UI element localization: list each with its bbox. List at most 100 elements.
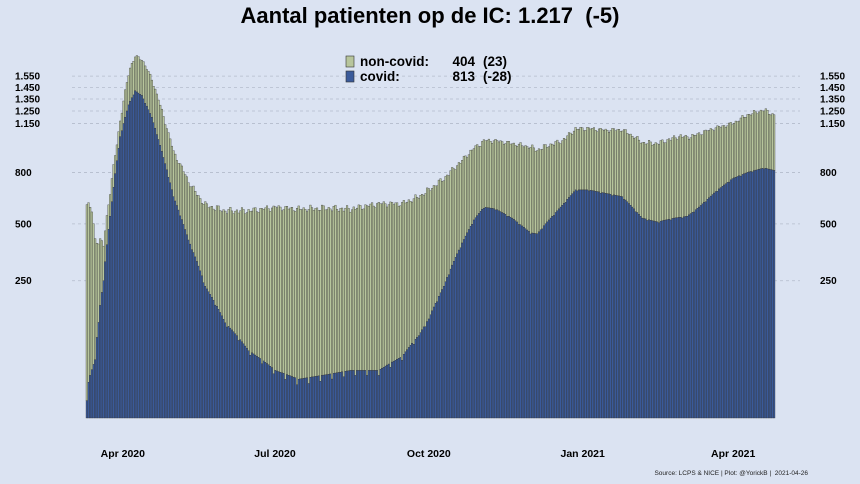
bar-covid bbox=[701, 203, 704, 419]
bar-covid bbox=[486, 207, 489, 419]
bar-non-covid bbox=[284, 206, 287, 380]
bar-covid bbox=[446, 277, 449, 419]
bar-non-covid bbox=[748, 114, 751, 173]
bar-non-covid bbox=[417, 198, 420, 336]
bar-covid bbox=[366, 375, 369, 419]
bar-covid bbox=[734, 177, 737, 419]
bar-covid bbox=[581, 189, 584, 419]
bar-covid bbox=[384, 365, 387, 419]
bar-covid bbox=[224, 322, 227, 419]
chart-title: Aantal patienten op de IC: 1.217 (-5) bbox=[240, 3, 620, 28]
bar-non-covid bbox=[371, 202, 374, 371]
bar-covid bbox=[175, 205, 178, 419]
bar-covid bbox=[529, 233, 532, 419]
bar-non-covid bbox=[366, 205, 369, 376]
bar-non-covid bbox=[432, 185, 435, 308]
bar-covid bbox=[271, 367, 274, 419]
bar-covid bbox=[557, 208, 560, 419]
bar-covid bbox=[259, 358, 262, 419]
bar-non-covid bbox=[759, 109, 762, 169]
bar-non-covid bbox=[721, 125, 724, 187]
bar-covid bbox=[728, 181, 731, 419]
bar-non-covid bbox=[537, 148, 540, 232]
bar-non-covid bbox=[309, 204, 312, 378]
bar-covid bbox=[242, 343, 245, 419]
bar-non-covid bbox=[267, 208, 270, 366]
bar-covid bbox=[127, 104, 130, 419]
bar-non-covid bbox=[204, 201, 207, 287]
bar-non-covid bbox=[165, 128, 168, 171]
bar-covid bbox=[217, 309, 220, 419]
bar-covid bbox=[386, 364, 389, 419]
bar-non-covid bbox=[646, 143, 649, 221]
bar-non-covid bbox=[316, 207, 319, 377]
bar-non-covid bbox=[743, 116, 746, 174]
bar-covid bbox=[372, 370, 375, 419]
bar-non-covid bbox=[215, 205, 218, 307]
bar-covid bbox=[249, 355, 252, 419]
bar-non-covid bbox=[671, 137, 674, 219]
bar-non-covid bbox=[656, 143, 659, 223]
bar-covid bbox=[531, 232, 534, 419]
bar-covid bbox=[85, 400, 88, 419]
bar-non-covid bbox=[129, 67, 132, 102]
bar-covid bbox=[506, 216, 509, 419]
bar-non-covid bbox=[618, 129, 621, 197]
bar-non-covid bbox=[521, 145, 524, 227]
bar-covid bbox=[544, 223, 547, 419]
bar-covid bbox=[354, 375, 357, 419]
bar-covid bbox=[714, 191, 717, 419]
bar-non-covid bbox=[189, 186, 192, 245]
bar-non-covid bbox=[336, 209, 339, 373]
bar-covid bbox=[239, 339, 242, 419]
bar-non-covid bbox=[237, 212, 240, 341]
bar-non-covid bbox=[481, 141, 484, 210]
bar-covid bbox=[282, 373, 285, 419]
bar-covid bbox=[112, 187, 115, 419]
bar-covid bbox=[763, 168, 766, 419]
bar-non-covid bbox=[768, 114, 771, 170]
bar-covid bbox=[741, 174, 744, 419]
bar-covid bbox=[334, 372, 337, 419]
bar-covid bbox=[107, 229, 110, 419]
bar-covid bbox=[674, 217, 677, 419]
bar-covid bbox=[140, 95, 143, 419]
bar-non-covid bbox=[135, 55, 138, 93]
bar-non-covid bbox=[235, 209, 238, 336]
bar-non-covid bbox=[714, 127, 717, 192]
bar-covid bbox=[658, 222, 661, 419]
bar-non-covid bbox=[449, 170, 452, 270]
bar-non-covid bbox=[372, 205, 375, 371]
bar-non-covid bbox=[232, 213, 235, 332]
y-tick-label-right: 500 bbox=[820, 219, 837, 230]
bar-non-covid bbox=[382, 201, 385, 368]
bar-non-covid bbox=[381, 203, 384, 369]
bar-non-covid bbox=[462, 155, 465, 240]
bar-covid bbox=[190, 249, 193, 419]
bar-covid bbox=[279, 371, 282, 419]
bar-non-covid bbox=[589, 128, 592, 191]
bar-non-covid bbox=[374, 207, 377, 371]
bar-covid bbox=[721, 186, 724, 419]
bar-non-covid bbox=[174, 153, 177, 202]
bar-covid bbox=[668, 219, 671, 419]
bar-covid bbox=[185, 234, 188, 419]
bar-non-covid bbox=[522, 146, 525, 228]
bar-covid bbox=[436, 301, 439, 419]
bar-non-covid bbox=[326, 209, 329, 375]
bar-non-covid bbox=[696, 133, 699, 209]
bar-covid bbox=[566, 199, 569, 419]
bar-non-covid bbox=[225, 213, 228, 328]
bar-non-covid bbox=[611, 128, 614, 196]
bar-covid bbox=[494, 209, 497, 419]
bar-covid bbox=[574, 189, 577, 419]
bar-covid bbox=[629, 205, 632, 419]
bar-non-covid bbox=[487, 138, 490, 209]
bar-covid bbox=[532, 233, 535, 419]
bar-non-covid bbox=[507, 141, 510, 217]
bar-non-covid bbox=[272, 205, 275, 375]
bar-covid bbox=[396, 359, 399, 419]
bar-non-covid bbox=[643, 142, 646, 219]
bar-non-covid bbox=[169, 138, 172, 184]
bar-non-covid bbox=[155, 93, 158, 135]
